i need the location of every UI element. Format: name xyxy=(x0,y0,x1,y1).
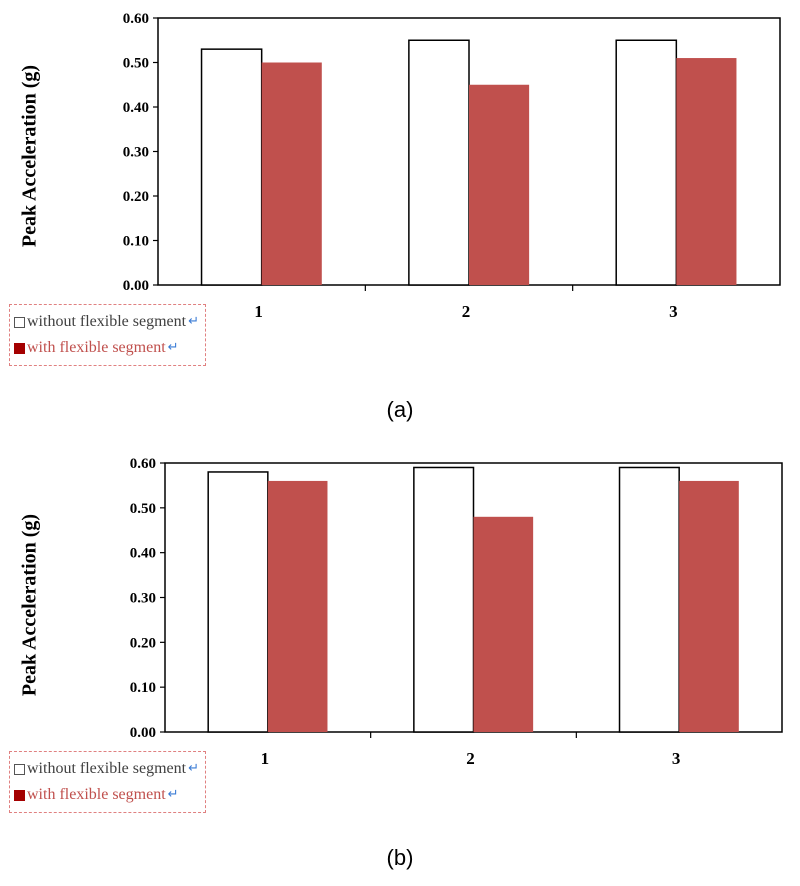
chart-a-caption: (a) xyxy=(386,397,414,422)
chart-b-ytick-label: 0.10 xyxy=(130,680,156,696)
chart-a-ylabel-wrap: Peak Acceleration (g) xyxy=(0,6,60,306)
chart-a-legend-swatch-without xyxy=(14,316,25,328)
chart-a-ytick-label: 0.40 xyxy=(123,100,149,116)
chart-a-ytick-label: 0.20 xyxy=(123,189,149,205)
chart-a-ytick-label: 0.50 xyxy=(123,56,149,72)
chart-b-legend-swatch-with xyxy=(14,789,25,801)
chart-b-ytick-label: 0.40 xyxy=(130,546,156,562)
chart-b-bar-without-3 xyxy=(618,466,680,733)
chart-b-bar-with-1 xyxy=(267,480,328,732)
chart-a-xtick-label-2: 2 xyxy=(462,302,471,321)
chart-a-bar-with-1 xyxy=(261,62,322,285)
return-arrow-icon: ↵ xyxy=(167,340,179,355)
chart-a-legend-label-without: without flexible segment xyxy=(27,313,187,330)
chart-a-legend-label-with: with flexible segment xyxy=(27,339,166,356)
chart-b-legend-swatch-without xyxy=(14,763,25,775)
chart-b-ytick-label: 0.20 xyxy=(130,635,156,651)
chart-b-bar-with-3 xyxy=(679,480,739,732)
chart-b-bar-without-1 xyxy=(207,471,269,733)
chart-b: 0.00 0.10 0.20 0.30 0.40 0.50 0.60 1 2 3 Peak Acc… xyxy=(0,443,800,886)
chart-b-legend-label-with: with flexible segment xyxy=(27,786,166,803)
chart-a-ytick-label: 0.00 xyxy=(123,278,149,294)
chart-a-plot: 0.00 0.10 0.20 0.30 0.40 0.50 0.60 1 2 3 xyxy=(123,11,781,321)
chart-b-ytick-label: 0.30 xyxy=(130,591,156,607)
chart-a-ytick-label: 0.30 xyxy=(123,145,149,161)
chart-b-legend-item-with: with flexible segment ↵ xyxy=(14,782,199,808)
chart-b-ytick-label: 0.50 xyxy=(130,501,156,517)
chart-b-caption: (b) xyxy=(386,845,414,870)
chart-b-ylabel: Peak Acceleration (g) xyxy=(18,513,41,697)
chart-a-bar-without-2 xyxy=(408,39,470,286)
chart-b-xtick-label-1: 1 xyxy=(261,749,270,768)
chart-a-bar-without-3 xyxy=(615,39,678,286)
chart-b-plot: 0.00 0.10 0.20 0.30 0.40 0.50 0.60 1 2 3 xyxy=(130,456,783,768)
chart-b-legend: without flexible segment ↵ with flexible… xyxy=(9,751,206,813)
chart-a-xtick-label-1: 1 xyxy=(254,302,263,321)
chart-b-legend-item-without: without flexible segment ↵ xyxy=(14,756,199,782)
chart-b-bar-with-2 xyxy=(473,516,534,732)
chart-a-bar-with-3 xyxy=(676,58,737,285)
chart-a-ylabel: Peak Acceleration (g) xyxy=(18,64,41,248)
chart-a-ytick-label: 0.60 xyxy=(123,11,149,27)
chart-a-bar-with-2 xyxy=(469,84,530,285)
chart-a-legend-item-with: with flexible segment ↵ xyxy=(14,335,199,361)
chart-a-bar-without-1 xyxy=(200,48,263,286)
return-arrow-icon: ↵ xyxy=(188,314,199,329)
return-arrow-icon: ↵ xyxy=(188,761,199,776)
chart-b-ylabel-wrap: Peak Acceleration (g) xyxy=(0,455,60,755)
chart-a: 0.00 0.10 0.20 0.30 0.40 0.50 0.60 1 2 3 Peak Acc… xyxy=(0,6,781,422)
chart-b-ytick-label: 0.60 xyxy=(130,456,156,472)
chart-a-legend: without flexible segment ↵ with flexible… xyxy=(9,304,206,366)
chart-b-xtick-label-2: 2 xyxy=(466,749,475,768)
chart-b-bar-without-2 xyxy=(413,466,475,733)
chart-b-ytick-label: 0.00 xyxy=(130,725,156,741)
chart-a-ytick-label: 0.10 xyxy=(123,234,149,250)
chart-b-legend-label-without: without flexible segment xyxy=(27,760,187,777)
return-arrow-icon: ↵ xyxy=(167,787,179,802)
chart-a-legend-item-without: without flexible segment ↵ xyxy=(14,309,199,335)
chart-a-xtick-label-3: 3 xyxy=(669,302,678,321)
chart-a-legend-swatch-with xyxy=(14,342,25,354)
chart-b-xtick-label-3: 3 xyxy=(672,749,681,768)
